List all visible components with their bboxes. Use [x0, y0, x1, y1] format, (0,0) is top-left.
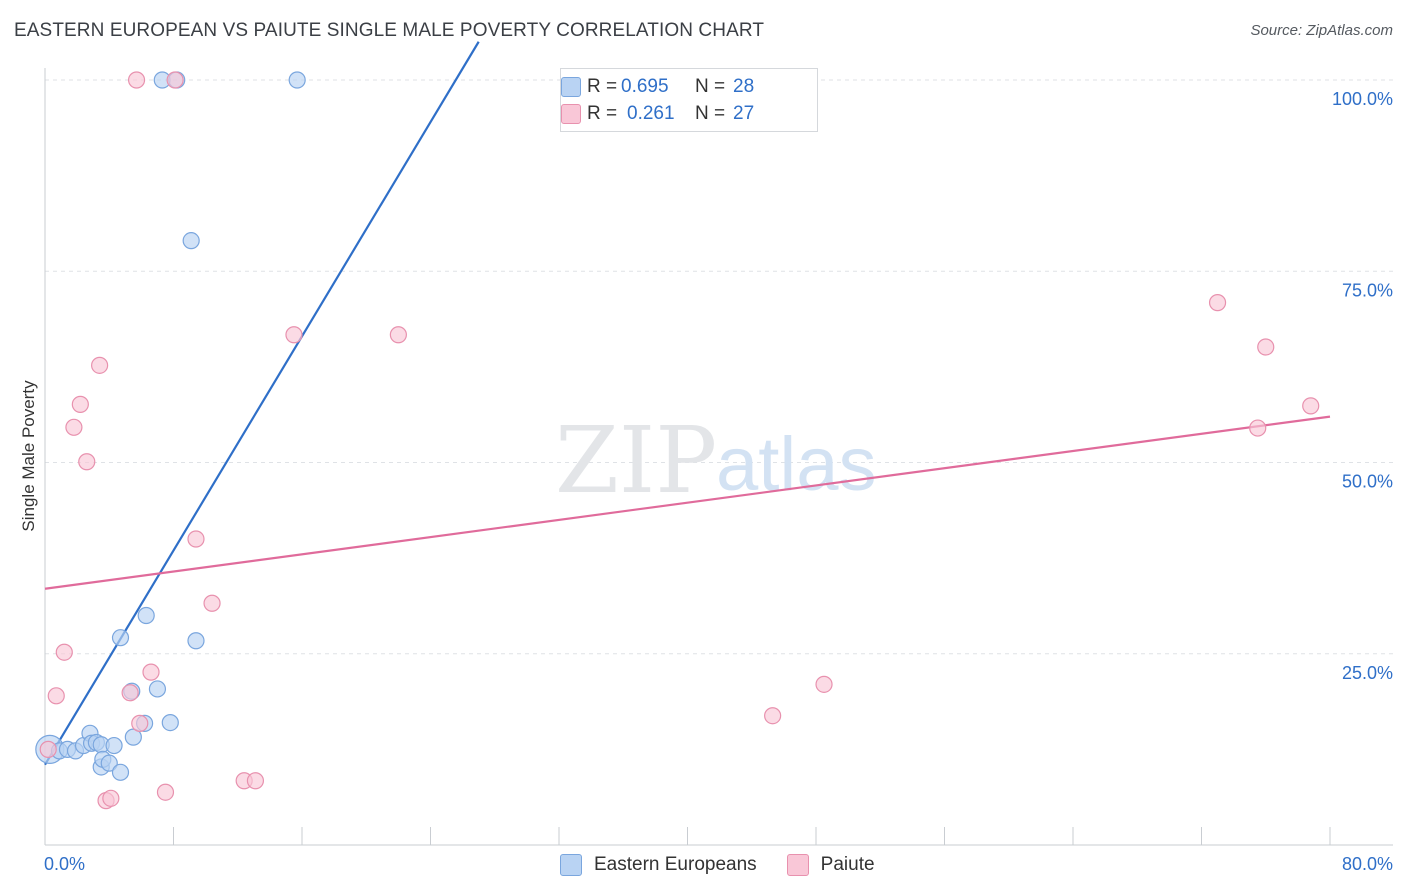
data-point-paiute [91, 356, 109, 374]
data-point-paiute [55, 643, 73, 661]
data-point-paiute [78, 453, 96, 471]
data-point-eastern-europeans [111, 763, 130, 781]
data-point-paiute [131, 714, 149, 732]
legend-row-eastern-europeans: R = 0.695 N = 28 [561, 74, 755, 100]
data-point-paiute [187, 530, 205, 548]
data-point-paiute [1257, 338, 1275, 356]
data-point-eastern-europeans [182, 232, 200, 250]
x-tick-label-left: 0.0% [44, 854, 85, 874]
watermark: ZIP atlas [555, 407, 877, 514]
data-point-eastern-europeans [124, 728, 142, 746]
trend-lines [44, 41, 1331, 766]
stats-legend: R = 0.695 N = 28 R = 0.261 N = 27 [560, 68, 818, 132]
series-legend: Eastern Europeans Paiute [560, 852, 905, 878]
legend-item-eastern-europeans[interactable]: Eastern Europeans [560, 854, 757, 876]
data-point-paiute [71, 395, 89, 413]
legend-swatch-pink [786, 854, 809, 876]
data-point-eastern-europeans [111, 629, 130, 647]
gridlines [45, 79, 1393, 655]
data-point-eastern-europeans [137, 606, 155, 625]
data-point-paiute [246, 772, 265, 790]
data-point-paiute [285, 326, 303, 344]
data-point-paiute [39, 740, 57, 758]
data-point-paiute [142, 663, 160, 681]
data-point-eastern-europeans [288, 71, 306, 89]
chart-title: EASTERN EUROPEAN VS PAIUTE SINGLE MALE P… [14, 20, 765, 41]
data-point-eastern-europeans [105, 736, 123, 755]
data-point-eastern-europeans [100, 754, 118, 772]
data-point-paiute [127, 71, 146, 89]
y-tick-label: 25.0% [1342, 663, 1393, 683]
y-tick-label: 50.0% [1342, 472, 1393, 492]
legend-item-paiute[interactable]: Paiute [786, 854, 875, 876]
data-point-paiute [203, 594, 221, 612]
y-tick-labels: 100.0% 75.0% 50.0% 25.0% [1332, 89, 1393, 683]
data-point-paiute [65, 418, 83, 436]
data-points [35, 71, 1320, 810]
watermark-zip: ZIP [555, 407, 717, 514]
data-point-paiute [1249, 419, 1267, 437]
legend-n-label: N = [695, 103, 726, 124]
legend-r-label: R = [587, 76, 618, 97]
x-tick-label-right: 80.0% [1342, 854, 1393, 874]
legend-swatch-pink [561, 104, 581, 124]
trend-line-paiute [44, 415, 1331, 590]
legend-row-paiute: R = 0.261 N = 27 [561, 101, 755, 127]
watermark-atlas: atlas [716, 422, 877, 507]
axes [44, 68, 1393, 846]
legend-swatch-blue [560, 854, 582, 876]
legend-r-value: 0.261 [627, 103, 675, 124]
legend-n-value: 28 [733, 76, 755, 97]
legend-label-paiute: Paiute [820, 854, 875, 875]
data-point-eastern-europeans [161, 713, 179, 732]
data-point-paiute [102, 789, 120, 807]
source-label: Source: ZipAtlas.com [1250, 22, 1393, 39]
data-point-paiute [121, 684, 139, 702]
data-point-paiute [156, 783, 175, 801]
y-tick-label: 75.0% [1342, 280, 1393, 300]
y-axis-label: Single Male Poverty [19, 380, 38, 532]
data-point-paiute [47, 687, 65, 705]
legend-label-eastern-europeans: Eastern Europeans [594, 854, 757, 875]
data-point-eastern-europeans [187, 632, 205, 650]
legend-r-value: 0.695 [621, 76, 669, 97]
data-point-paiute [166, 71, 184, 89]
legend-r-label: R = [587, 103, 618, 124]
data-point-paiute [389, 326, 407, 344]
y-tick-label: 100.0% [1332, 89, 1393, 109]
data-point-paiute [764, 707, 782, 725]
trend-line-eastern-europeans [44, 41, 480, 766]
legend-swatch-blue [561, 77, 581, 97]
data-point-paiute [1208, 294, 1227, 312]
legend-n-value: 27 [733, 103, 755, 124]
data-point-eastern-europeans [148, 680, 167, 698]
data-point-paiute [1302, 397, 1320, 415]
data-point-paiute [815, 675, 833, 693]
legend-n-label: N = [695, 76, 726, 97]
